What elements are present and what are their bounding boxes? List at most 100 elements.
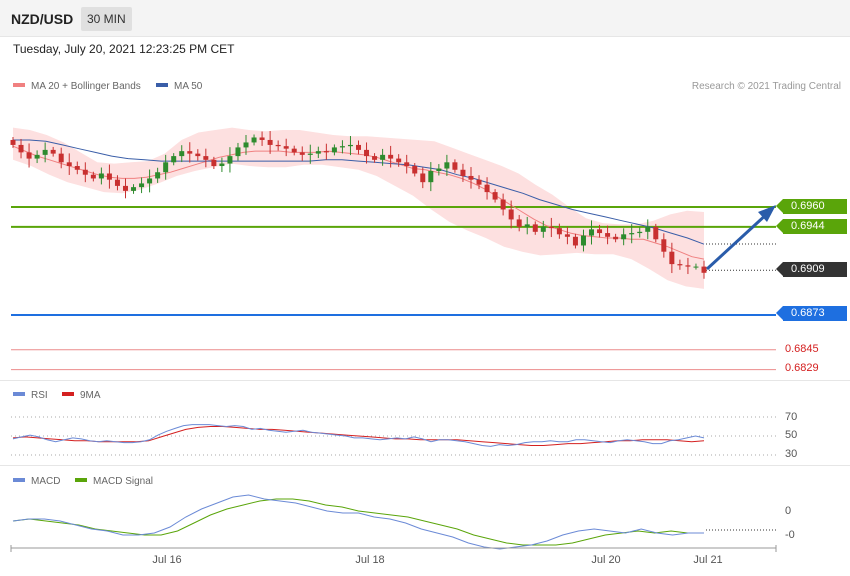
panel-divider — [0, 380, 850, 381]
legend-rsi: RSI — [13, 390, 48, 401]
candle-body — [251, 137, 257, 143]
candle-body — [669, 251, 675, 265]
candle-body — [122, 185, 128, 191]
forecast-arrow-line — [705, 211, 770, 271]
candle-body — [452, 162, 458, 170]
x-tick-jul21: Jul 21 — [693, 554, 723, 566]
resistance-tag-2: 0.6944 — [776, 219, 847, 234]
candle-body — [460, 169, 466, 176]
candle-body — [243, 142, 249, 148]
candle-body — [211, 159, 217, 167]
candle-body — [74, 166, 80, 170]
support-tag: 0.6873 — [776, 306, 847, 321]
legend-rsi-ma: 9MA — [62, 390, 101, 401]
level-label-1: 0.6845 — [785, 343, 819, 355]
candle-body — [219, 163, 225, 167]
candle-body — [259, 137, 265, 140]
candle-body — [701, 266, 707, 273]
level-label-2: 0.6829 — [785, 362, 819, 374]
candle-body — [396, 158, 402, 163]
candle-body — [275, 144, 281, 147]
candle-body — [524, 224, 530, 227]
header-bar: NZD/USD 30 MIN — [0, 0, 850, 37]
candle-body — [299, 152, 305, 155]
candle-body — [548, 226, 554, 229]
candle-body — [597, 229, 603, 234]
candle-body — [50, 149, 56, 154]
candle-body — [693, 266, 699, 268]
candle-body — [307, 153, 313, 155]
candle-body — [468, 175, 474, 180]
candle-body — [347, 144, 353, 147]
candle-body — [428, 171, 434, 183]
resistance-tag-1: 0.6960 — [776, 199, 847, 214]
candle-body — [364, 149, 370, 157]
pair-title: NZD/USD — [11, 11, 74, 27]
rsi-ma-line — [12, 426, 705, 446]
candle-body — [637, 231, 643, 234]
candle-body — [131, 187, 137, 191]
candle-body — [685, 265, 691, 267]
legend-macd-signal: MACD Signal — [75, 476, 153, 487]
candle-body — [613, 236, 619, 240]
x-tick-jul20: Jul 20 — [591, 554, 621, 566]
candle-body — [653, 226, 659, 240]
candle-body — [227, 156, 233, 164]
candle-body — [356, 144, 361, 150]
legend-ma20: MA 20 + Bollinger Bands — [13, 81, 141, 92]
rsi-ma-legend-label: 9MA — [80, 390, 101, 401]
macd-signal-legend-label: MACD Signal — [93, 476, 154, 487]
current-price-tag: 0.6909 — [776, 262, 847, 277]
candle-body — [645, 226, 651, 232]
macd-tick-0: 0 — [785, 505, 792, 517]
candle-body — [291, 148, 297, 153]
candle-body — [508, 209, 514, 220]
macd-tick-neg0: -0 — [785, 529, 795, 541]
candle-body — [42, 149, 48, 155]
rsi-line — [12, 424, 705, 447]
rsi-tick-30: 30 — [785, 448, 798, 460]
candle-body — [195, 153, 201, 157]
candle-body — [572, 236, 578, 246]
candle-body — [323, 151, 329, 153]
candle-body — [26, 152, 32, 159]
candle-body — [380, 154, 386, 160]
candle-body — [492, 192, 498, 200]
forecast-arrow-head — [758, 205, 776, 222]
candle-body — [484, 184, 490, 193]
datetime-label: Tuesday, July 20, 2021 12:23:25 PM CET — [13, 42, 235, 56]
candle-body — [171, 156, 177, 163]
candle-body — [179, 151, 185, 157]
candle-body — [10, 139, 16, 145]
candle-body — [98, 173, 104, 179]
candle-body — [564, 234, 570, 237]
candle-body — [267, 139, 273, 145]
rsi-tick-70: 70 — [785, 411, 798, 423]
macd-signal-line — [12, 498, 704, 546]
candle-body — [235, 147, 241, 157]
candle-body — [661, 239, 667, 252]
rsi-tick-50: 50 — [785, 429, 798, 441]
rsi-swatch — [13, 392, 25, 397]
candle-body — [621, 234, 627, 240]
rsi-ma-swatch — [62, 392, 74, 397]
ma50-line — [13, 139, 705, 245]
macd-line — [12, 494, 704, 550]
candle-body — [372, 156, 378, 160]
candle-body — [556, 228, 562, 235]
candle-body — [139, 183, 145, 188]
panel-divider — [0, 465, 850, 466]
candle-body — [339, 146, 345, 148]
candle-body — [580, 235, 586, 246]
candle-body — [82, 169, 88, 175]
candle-body — [90, 174, 96, 179]
timeframe-button[interactable]: 30 MIN — [81, 7, 132, 31]
candle-body — [629, 233, 635, 235]
candle-body — [677, 264, 683, 266]
candle-body — [58, 153, 64, 163]
legend-macd: MACD — [13, 476, 60, 487]
candle-body — [532, 224, 538, 232]
candle-body — [114, 179, 120, 186]
candle-body — [605, 233, 611, 237]
credit-text: Research © 2021 Trading Central — [691, 81, 841, 92]
